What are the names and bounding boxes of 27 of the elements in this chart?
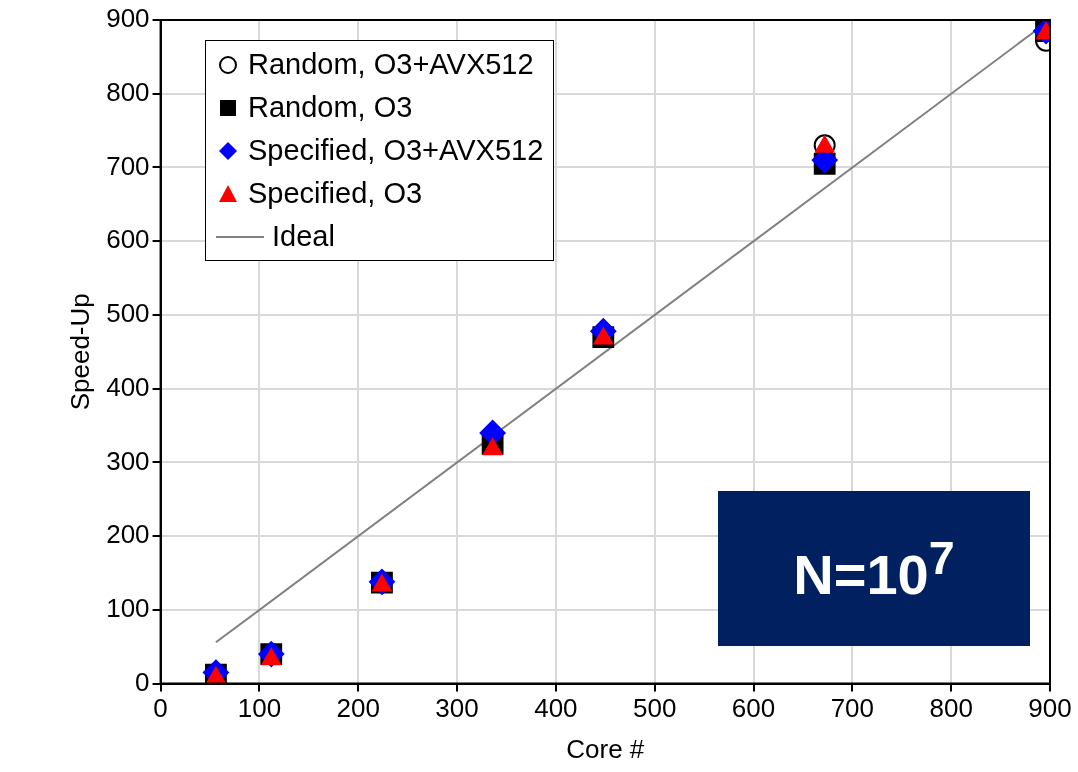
y-tick-label: 900 (106, 3, 150, 34)
y-tick-label: 300 (106, 445, 150, 476)
annotation: N=10$^{7}$ (793, 530, 955, 607)
y-tick-label: 700 (106, 150, 150, 181)
x-tick-label: 100 (237, 693, 282, 724)
x-tick-label: 900 (1028, 693, 1072, 724)
x-tick-label: 300 (435, 693, 479, 724)
x-axis-title: Core # (566, 733, 645, 764)
x-tick-label: 400 (534, 693, 578, 724)
legend-label: Specified, O3 (248, 177, 423, 210)
legend-label: Random, O3 (248, 91, 413, 124)
x-tick-label: 600 (731, 693, 776, 724)
x-tick-label: 200 (336, 693, 380, 724)
legend-label: Specified, O3+AVX512 (248, 134, 544, 167)
y-tick-label: 400 (106, 371, 150, 402)
y-tick-label: 800 (106, 76, 150, 107)
x-tick-label: 800 (929, 693, 973, 724)
y-tick-label: 0 (135, 666, 150, 697)
y-tick-label: 200 (106, 519, 150, 550)
y-tick-label: 500 (106, 298, 150, 329)
y-tick-label: 600 (106, 224, 150, 255)
x-tick-label: 700 (830, 693, 875, 724)
y-axis-title: Speed-Up (64, 293, 95, 411)
legend-label: Random, O3+AVX512 (248, 48, 534, 81)
legend-label: Ideal (272, 220, 335, 253)
x-tick-label: 500 (633, 693, 677, 724)
y-tick-label: 100 (106, 593, 150, 624)
